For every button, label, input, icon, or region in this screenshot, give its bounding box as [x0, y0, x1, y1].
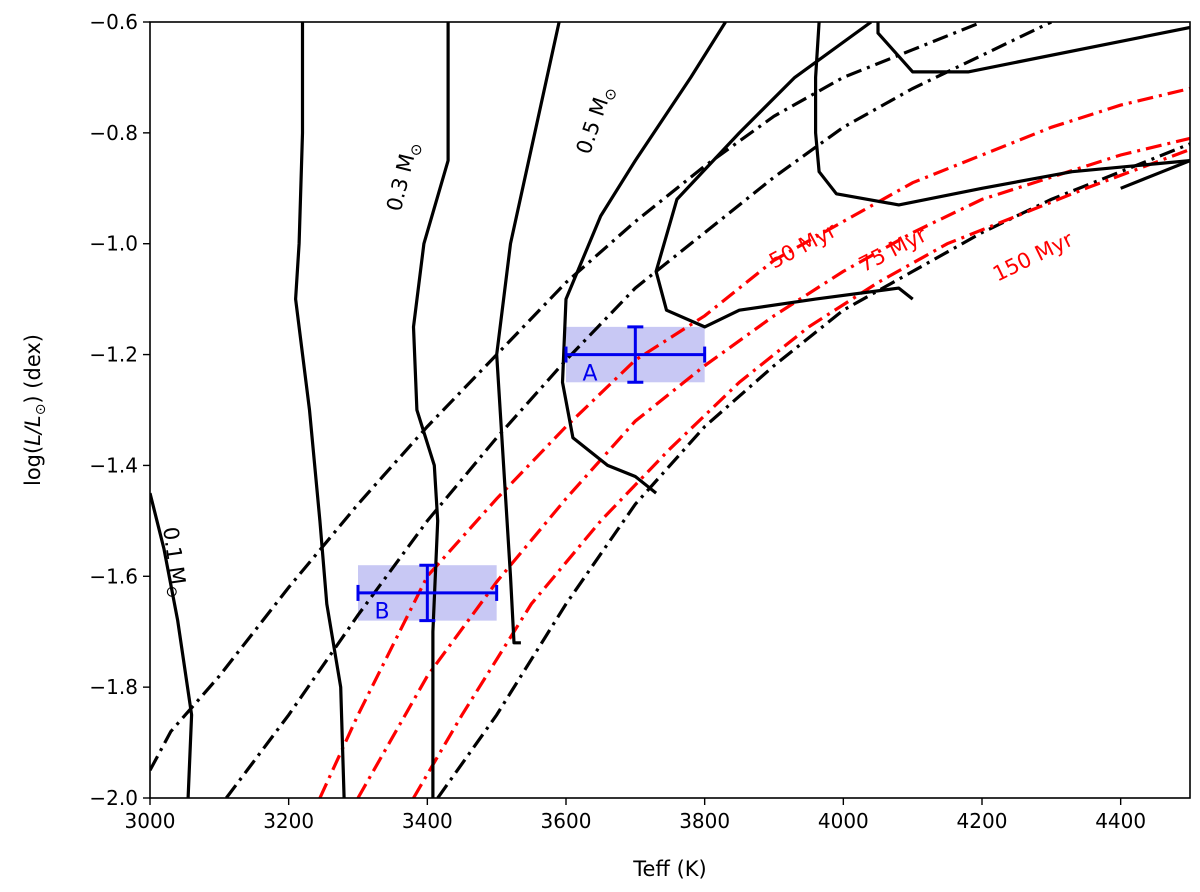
red-isochrone-line [356, 136, 1190, 798]
mass-label-0.5: 0.5 M⊙ [572, 82, 622, 158]
black-isochrones [150, 22, 1190, 798]
mass-track-line [814, 22, 1190, 207]
y-axis-label: log(L/L⊙) (dex) [21, 334, 49, 486]
x-axis-label: Teff (K) [632, 857, 706, 881]
mass-track-line [495, 22, 561, 645]
x-tick-label: 3200 [263, 809, 314, 833]
x-tick-label: 3400 [402, 809, 453, 833]
source-uncertainty-boxes [358, 326, 705, 621]
mass-tracks [150, 22, 1190, 798]
x-axis-ticks: 3000 3200 3400 3600 3800 4000 4200 4400 [125, 798, 1146, 833]
x-tick-label: 3600 [541, 809, 592, 833]
y-tick-label: −1.8 [89, 675, 138, 699]
isochrone-label-150: 150 Myr [989, 227, 1077, 286]
plot-frame [149, 21, 1191, 799]
source-label-B: B [374, 600, 389, 625]
y-tick-label: −0.6 [89, 10, 138, 34]
black-isochrone-line [436, 142, 1190, 798]
y-axis-ticks: −0.6 −0.8 −1.0 −1.2 −1.4 −1.6 −1.8 −2.0 [89, 10, 150, 810]
mass-track-line [411, 22, 450, 798]
y-tick-label: −1.0 [89, 232, 138, 256]
mass-track-line [876, 22, 1190, 74]
black-isochrone-line [150, 22, 983, 772]
isochrone-label-50: 50 Myr [765, 218, 841, 273]
x-tick-label: 4000 [818, 809, 869, 833]
red-isochrone-line [318, 86, 1190, 798]
y-tick-label: −1.2 [89, 343, 138, 367]
x-tick-label: 3000 [125, 809, 176, 833]
source-error-bars: AB [356, 325, 707, 625]
y-tick-label: −0.8 [89, 121, 138, 145]
mass-track-line [294, 22, 346, 798]
source-label-A: A [582, 361, 597, 386]
red-isochrones [318, 86, 1190, 798]
mass-track-line [654, 22, 914, 329]
x-tick-label: 4200 [957, 809, 1008, 833]
x-tick-label: 3800 [679, 809, 730, 833]
mass-track-line [1120, 159, 1190, 190]
mass-label-0.3: 0.3 M⊙ [382, 139, 426, 214]
y-tick-label: −1.4 [89, 453, 138, 477]
y-tick-label: −2.0 [89, 786, 138, 810]
mass-label-0.1: 0.1 M⊙ [154, 525, 192, 599]
red-isochrone-line [412, 148, 1190, 798]
black-isochrone-line [225, 22, 1052, 798]
mass-track-line [560, 22, 727, 495]
x-tick-label: 4400 [1095, 809, 1146, 833]
mass-track-line [150, 492, 194, 798]
y-tick-label: −1.6 [89, 564, 138, 588]
